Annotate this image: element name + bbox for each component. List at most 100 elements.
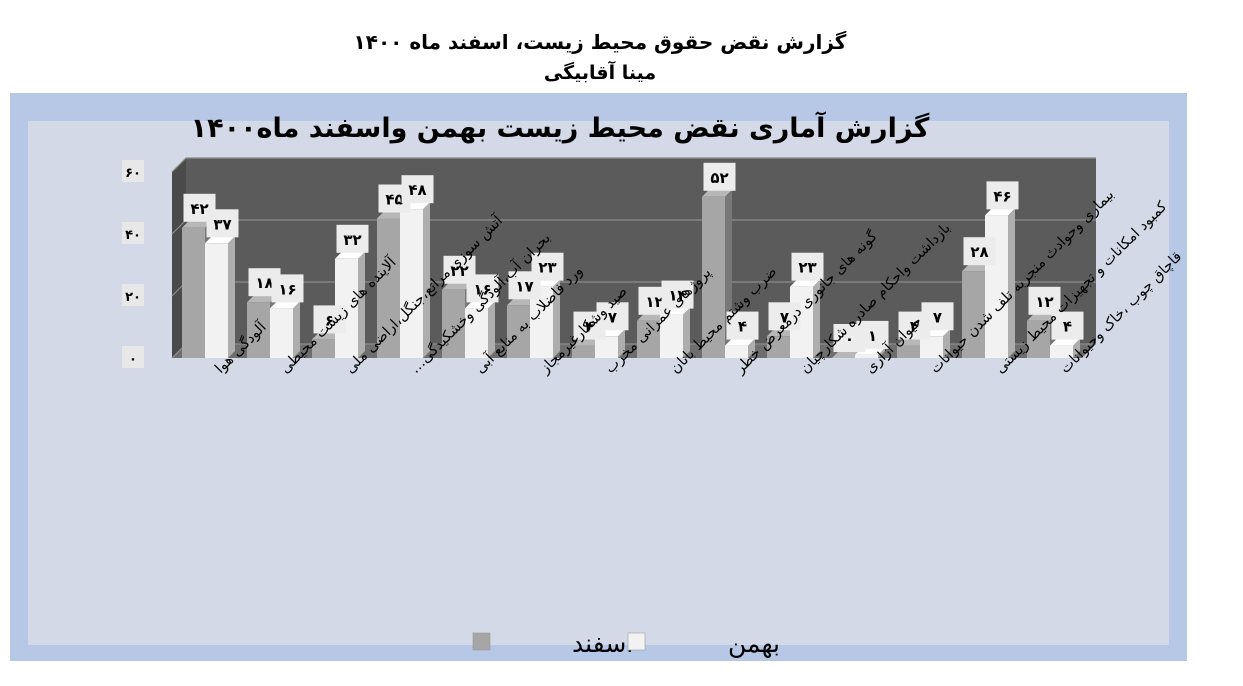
- data-label-bg: [531, 252, 564, 281]
- bar-esfand: [702, 196, 725, 358]
- bar-side: [293, 301, 300, 358]
- bar-esfand: [377, 218, 400, 358]
- data-label: ۲۳: [538, 259, 556, 277]
- bar-bahman: [855, 354, 878, 358]
- bar-bahman: [400, 209, 423, 358]
- legend-label: اسفند: [572, 629, 633, 658]
- bar-bahman: [595, 336, 618, 358]
- legend-swatch: [472, 632, 491, 651]
- bar-side: [943, 329, 950, 358]
- bar-bahman: [530, 286, 553, 358]
- data-label: ۱۷: [515, 277, 533, 295]
- bar-top: [572, 338, 602, 346]
- bar-esfand: [247, 302, 270, 358]
- bar-top: [985, 208, 1015, 216]
- bar-top: [790, 279, 820, 287]
- bar-esfand: [182, 227, 205, 358]
- data-label: ۷: [608, 308, 617, 326]
- data-label: ۱۲: [645, 293, 663, 311]
- data-label: ۲۳: [798, 259, 816, 277]
- bar-top: [442, 282, 472, 290]
- data-label-bg: [313, 305, 346, 334]
- data-label-bg: [271, 274, 304, 303]
- bar-side: [813, 279, 820, 358]
- y-tick-label: ۶۰: [125, 166, 141, 181]
- data-label: ۳۷: [213, 215, 231, 233]
- bar-top: [247, 295, 277, 303]
- data-label: ۲۸: [970, 243, 988, 261]
- bar-bahman: [985, 215, 1008, 358]
- data-label: ۱۶: [473, 280, 491, 298]
- data-label-bg: [986, 181, 1019, 210]
- data-label: ۴: [910, 318, 919, 336]
- bar-top: [270, 301, 300, 309]
- bar-bahman: [1050, 345, 1073, 358]
- data-label: ۱۶: [278, 280, 296, 298]
- bar-bahman: [725, 345, 748, 358]
- data-label: ۵۲: [710, 169, 728, 187]
- data-label-bg: [1028, 286, 1061, 315]
- bar-esfand: [442, 289, 465, 358]
- bar-side: [683, 307, 690, 358]
- bar-side: [1008, 208, 1015, 358]
- data-label: ۴۵: [385, 191, 403, 209]
- data-label-bg: [661, 280, 694, 309]
- data-label: ۴۲: [190, 200, 208, 218]
- bar-side: [488, 301, 495, 358]
- bar-top: [507, 298, 537, 306]
- bar-top: [335, 251, 365, 259]
- bar-esfand: [897, 345, 920, 358]
- bar-side: [228, 236, 235, 358]
- y-tick-label-bg: [122, 160, 144, 182]
- data-label: ۱: [868, 327, 877, 345]
- data-label: ۱۲: [1035, 293, 1053, 311]
- bar-top: [832, 351, 862, 358]
- data-label-bg: [1051, 311, 1084, 340]
- bar-top: [312, 332, 342, 340]
- data-label: ۴۸: [408, 181, 426, 199]
- bar-top: [205, 236, 235, 244]
- bar-esfand: [637, 320, 660, 358]
- bar-top: [182, 220, 212, 228]
- bar-bahman: [465, 308, 488, 358]
- data-label-bg: [921, 302, 954, 331]
- chart-title: گزارش آماری نقض محیط زیست بهمن واسفند ما…: [191, 111, 930, 144]
- data-label: ۰: [845, 330, 854, 348]
- data-label: ۴: [738, 318, 747, 336]
- data-label-bg: [466, 274, 499, 303]
- bar-top: [377, 211, 407, 219]
- data-label: ۷: [780, 308, 789, 326]
- data-label: ۳۲: [343, 231, 361, 249]
- bar-top: [767, 329, 797, 337]
- bar-top: [1050, 338, 1080, 346]
- data-label-bg: [726, 311, 759, 340]
- data-label-bg: [768, 302, 801, 331]
- bar-side: [423, 202, 430, 358]
- data-label-bg: [703, 162, 736, 191]
- document-author: مینا آقابیگی: [543, 62, 657, 84]
- bar-top: [962, 264, 992, 272]
- bar-esfand: [312, 339, 335, 358]
- y-tick-label: ۲۰: [125, 290, 141, 305]
- bar-side: [1073, 338, 1080, 358]
- y-tick-label: ۴۰: [125, 228, 141, 243]
- data-label-bg: [596, 302, 629, 331]
- data-label: ۷: [933, 308, 942, 326]
- bar-side: [553, 279, 560, 358]
- bar-side: [878, 347, 885, 358]
- bar-bahman: [205, 243, 228, 358]
- bar-top: [637, 313, 667, 321]
- bar-top: [897, 338, 927, 346]
- bar-esfand: [962, 271, 985, 358]
- data-label: ۱۴: [668, 287, 686, 305]
- bar-side: [618, 329, 625, 358]
- legend-swatch: [627, 632, 646, 651]
- y-tick-label: ۰: [129, 352, 137, 367]
- bar-bahman: [660, 314, 683, 358]
- bar-esfand: [572, 345, 595, 358]
- data-label: ۶: [325, 311, 334, 329]
- data-label-bg: [401, 175, 434, 204]
- data-label-bg: [791, 252, 824, 281]
- bar-side: [358, 251, 365, 358]
- bar-top: [702, 189, 732, 197]
